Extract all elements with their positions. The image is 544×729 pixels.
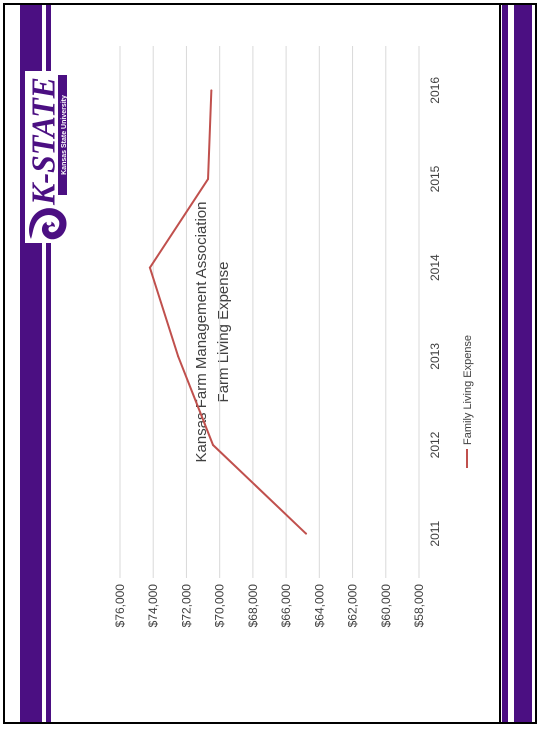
left-purple-band-inner (46, 5, 51, 722)
logo-subtitle: Kansas State University (61, 95, 68, 175)
right-purple-band-outer (514, 5, 532, 722)
chart-title: Kansas Farm Management Association (193, 202, 210, 463)
chart-area: Kansas Farm Management Association Farm … (5, 5, 535, 722)
data-point (305, 532, 308, 535)
y-tick-label: $70,000 (213, 584, 227, 628)
legend: Family Living Expense (462, 335, 474, 468)
chart-subtitle: Farm Living Expense (215, 262, 232, 403)
y-tick-label: $74,000 (146, 584, 160, 628)
y-tick-label: $60,000 (379, 584, 393, 628)
y-tick-label: $68,000 (246, 584, 260, 628)
y-tick-label: $66,000 (279, 584, 293, 628)
series-line-family-living-expense (148, 90, 307, 535)
line-chart: Kansas Farm Management Association Farm … (113, 46, 474, 628)
gridlines (119, 46, 420, 578)
x-tick-label: 2014 (428, 254, 442, 281)
data-point (148, 266, 151, 269)
y-axis-ticks: $58,000 $60,000 $62,000 $64,000 $66,000 $68,0… (113, 584, 426, 628)
y-tick-label: $76,000 (113, 584, 127, 628)
series-points (148, 89, 308, 535)
x-tick-label: 2015 (428, 165, 442, 192)
kstate-logo: Kansas State University K-STATE (25, 71, 71, 243)
x-tick-label: 2016 (428, 77, 442, 104)
x-tick-label: 2013 (428, 343, 442, 370)
y-tick-label: $72,000 (179, 584, 193, 628)
x-tick-label: 2011 (428, 520, 442, 546)
x-tick-label: 2012 (428, 431, 442, 458)
logo-wordmark: K-STATE (26, 77, 63, 206)
data-point (212, 444, 215, 446)
right-purple-band-inner (502, 5, 508, 722)
data-point (177, 355, 180, 358)
y-tick-label: $58,000 (412, 584, 426, 628)
data-point (210, 89, 213, 92)
kstate-logo-icon: Kansas State University K-STATE (25, 71, 71, 243)
slide: Kansas State University K-STATE Kansas F… (3, 3, 537, 724)
legend-label: Family Living Expense (462, 335, 474, 445)
y-tick-label: $64,000 (312, 584, 326, 628)
y-tick-label: $62,000 (346, 584, 360, 628)
right-frame-line (499, 5, 501, 722)
x-axis-ticks: 2011 2012 2013 2014 2015 2016 (428, 77, 442, 547)
wildcat-icon (29, 208, 67, 240)
data-point (207, 178, 210, 180)
